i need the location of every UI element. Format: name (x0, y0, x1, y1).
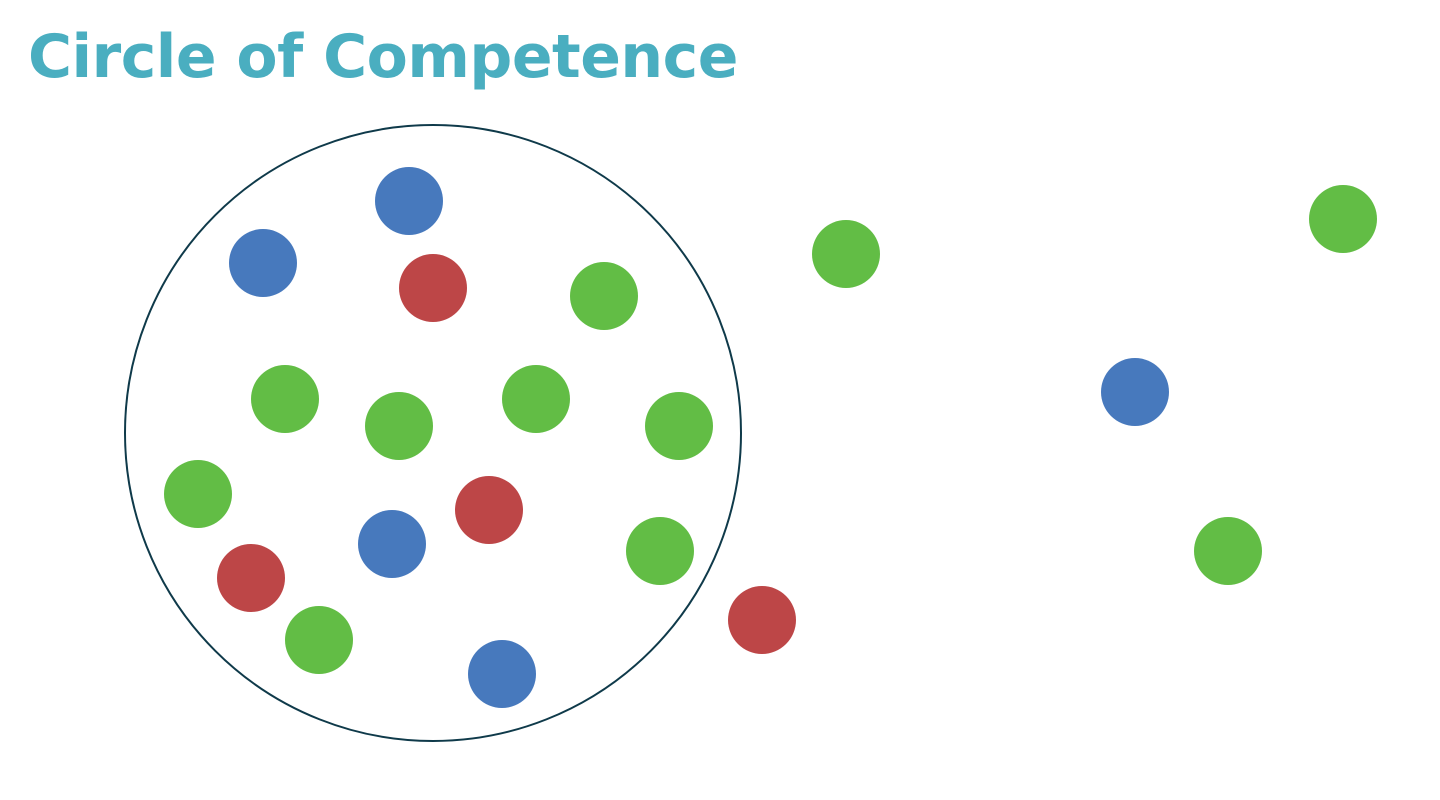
red-dot (217, 544, 285, 612)
green-dot (1194, 517, 1262, 585)
green-dot (812, 220, 880, 288)
red-dot (399, 254, 467, 322)
green-dot (365, 392, 433, 460)
green-dot (645, 392, 713, 460)
green-dot (1309, 185, 1377, 253)
red-dot (455, 476, 523, 544)
blue-dot (468, 640, 536, 708)
green-dot (164, 460, 232, 528)
page-title: Circle of Competence (28, 22, 738, 92)
green-dot (502, 365, 570, 433)
green-dot (285, 606, 353, 674)
blue-dot (1101, 358, 1169, 426)
blue-dot (358, 510, 426, 578)
green-dot (251, 365, 319, 433)
blue-dot (229, 229, 297, 297)
competence-circle (124, 124, 742, 742)
red-dot (728, 586, 796, 654)
green-dot (626, 517, 694, 585)
green-dot (570, 262, 638, 330)
dots-layer (164, 167, 1377, 708)
blue-dot (375, 167, 443, 235)
